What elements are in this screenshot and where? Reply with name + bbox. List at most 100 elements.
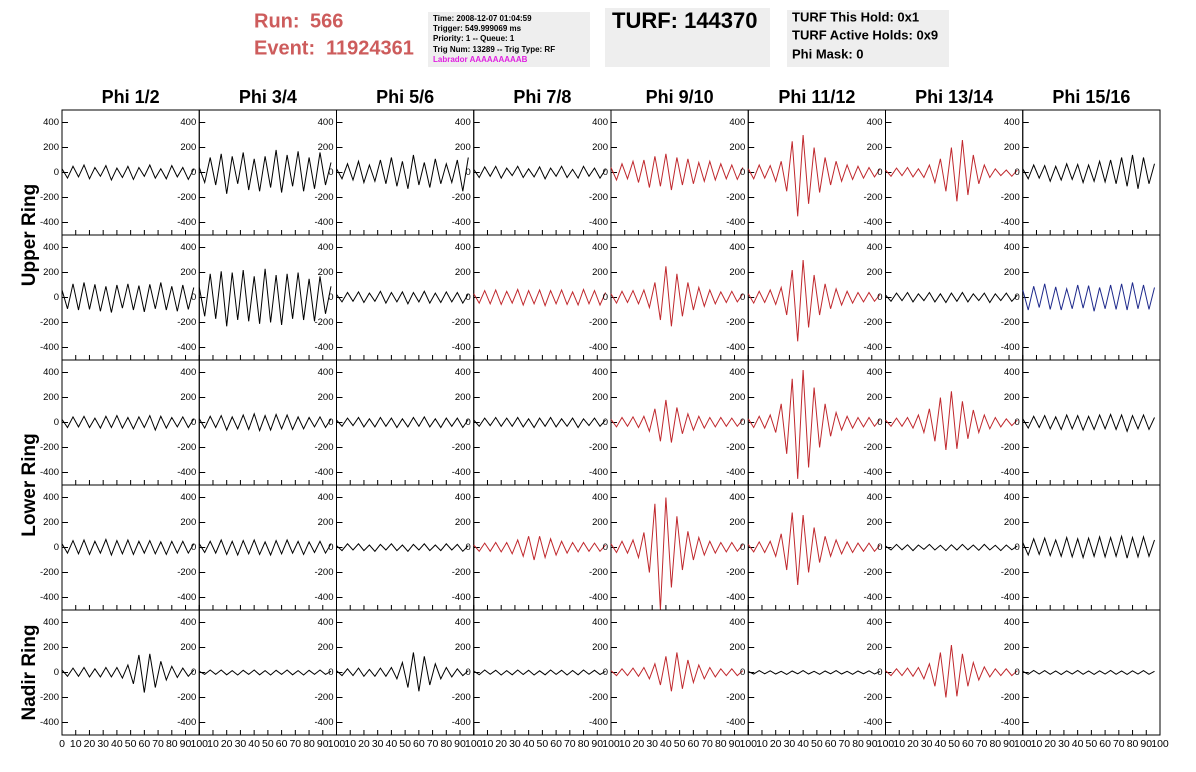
- waveform: [473, 165, 606, 180]
- x-tick-label: 100: [739, 738, 757, 750]
- y-tick-label: 0: [191, 667, 196, 678]
- y-tick-label: -400: [452, 342, 471, 353]
- y-tick-label: -400: [452, 467, 471, 478]
- x-tick-label: 50: [262, 738, 274, 750]
- x-tick-label: 60: [139, 738, 151, 750]
- y-tick-label: -200: [314, 192, 333, 203]
- info-box: [428, 12, 590, 67]
- y-tick-label: 0: [465, 292, 470, 303]
- x-tick-label: 50: [811, 738, 823, 750]
- waveform: [61, 653, 195, 693]
- x-tick-label: 100: [1151, 738, 1169, 750]
- y-tick-label: -400: [1001, 217, 1020, 228]
- y-tick-label: 400: [1004, 367, 1020, 378]
- turf-count: TURF: 144370: [612, 8, 758, 33]
- y-tick-label: -200: [1001, 192, 1020, 203]
- x-tick-label: 10: [1031, 738, 1043, 750]
- x-tick-label: 90: [180, 738, 192, 750]
- y-tick-label: -200: [314, 567, 333, 578]
- x-tick-label: 50: [537, 738, 549, 750]
- y-tick-label: -400: [177, 467, 196, 478]
- y-tick-label: 400: [592, 617, 608, 628]
- y-tick-label: -200: [177, 317, 196, 328]
- waveform: [747, 134, 881, 217]
- y-tick-label: 0: [1014, 417, 1019, 428]
- y-tick-label: 0: [877, 292, 882, 303]
- y-tick-label: 200: [455, 267, 471, 278]
- waveform: [198, 412, 332, 433]
- y-tick-label: 400: [1004, 492, 1020, 503]
- y-tick-label: -400: [589, 592, 608, 603]
- x-tick-label: 10: [756, 738, 768, 750]
- y-tick-label: -200: [40, 567, 59, 578]
- y-tick-label: 200: [1004, 642, 1020, 653]
- y-tick-label: -200: [314, 317, 333, 328]
- y-tick-label: 400: [729, 367, 745, 378]
- y-tick-label: -400: [589, 342, 608, 353]
- y-tick-label: 200: [318, 267, 334, 278]
- waveform: [473, 669, 606, 676]
- y-tick-label: -200: [863, 442, 882, 453]
- y-tick-label: -400: [314, 342, 333, 353]
- y-tick-label: 0: [740, 292, 745, 303]
- y-tick-label: 200: [455, 517, 471, 528]
- y-tick-label: -400: [177, 717, 196, 728]
- y-tick-label: 0: [603, 292, 608, 303]
- y-tick-label: 400: [729, 617, 745, 628]
- column-title: Phi 1/2: [102, 87, 160, 107]
- run-number: 566: [310, 10, 343, 32]
- waveform: [1022, 412, 1155, 433]
- info-line: Trig Num: 13289 -- Trig Type: RF: [433, 45, 555, 54]
- y-tick-label: -200: [177, 442, 196, 453]
- waveform: [61, 163, 195, 182]
- x-tick-label: 50: [1086, 738, 1098, 750]
- y-tick-label: 200: [43, 142, 59, 153]
- x-tick-label: 40: [523, 738, 535, 750]
- x-tick-label: 60: [688, 738, 700, 750]
- y-tick-label: -200: [452, 692, 471, 703]
- y-tick-label: 0: [54, 292, 59, 303]
- y-tick-label: -400: [863, 217, 882, 228]
- y-tick-label: -200: [863, 192, 882, 203]
- y-tick-label: 400: [180, 242, 196, 253]
- y-tick-label: 200: [729, 142, 745, 153]
- x-tick-label: 20: [358, 738, 370, 750]
- y-tick-label: -200: [452, 567, 471, 578]
- x-tick-label: 80: [578, 738, 590, 750]
- y-tick-label: -200: [863, 567, 882, 578]
- y-tick-label: -200: [726, 567, 745, 578]
- y-tick-label: 0: [603, 542, 608, 553]
- info-line: Time: 2008-12-07 01:04:59: [433, 14, 532, 23]
- x-tick-label: 80: [715, 738, 727, 750]
- labrador-line: Labrador AAAAAAAAAB: [433, 55, 528, 64]
- y-tick-label: -400: [1001, 342, 1020, 353]
- y-tick-label: 0: [328, 292, 333, 303]
- y-tick-label: -400: [40, 342, 59, 353]
- y-tick-label: 0: [603, 667, 608, 678]
- y-tick-label: 0: [603, 167, 608, 178]
- y-tick-label: 200: [180, 267, 196, 278]
- y-tick-label: 200: [1004, 142, 1020, 153]
- waveform: [61, 282, 195, 313]
- y-tick-label: -400: [1001, 467, 1020, 478]
- y-tick-label: 0: [603, 417, 608, 428]
- y-tick-label: -400: [589, 217, 608, 228]
- y-tick-label: -400: [452, 592, 471, 603]
- y-tick-label: -200: [589, 692, 608, 703]
- waveform: [1022, 534, 1155, 560]
- y-tick-label: 400: [43, 117, 59, 128]
- y-tick-label: 400: [318, 617, 334, 628]
- y-tick-label: 200: [592, 517, 608, 528]
- waveform: [610, 399, 744, 443]
- y-tick-label: 400: [318, 117, 334, 128]
- waveform: [473, 536, 606, 561]
- x-tick-label: 40: [248, 738, 260, 750]
- y-tick-label: 200: [592, 642, 608, 653]
- y-tick-label: 0: [54, 167, 59, 178]
- y-tick-label: 400: [318, 367, 334, 378]
- y-tick-label: 400: [318, 492, 334, 503]
- y-tick-label: 400: [180, 492, 196, 503]
- y-tick-label: 0: [740, 167, 745, 178]
- y-tick-label: 400: [1004, 617, 1020, 628]
- turf-info-box: [787, 10, 949, 67]
